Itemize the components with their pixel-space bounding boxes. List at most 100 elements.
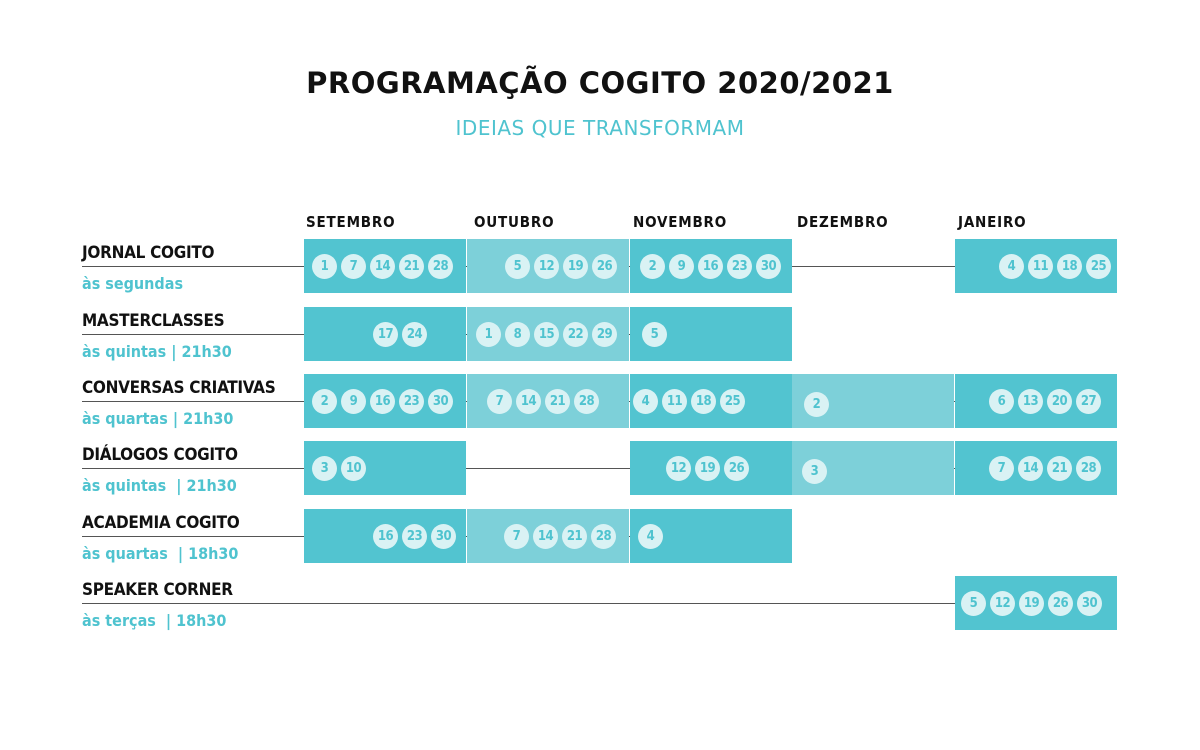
date-marker: 19 — [563, 254, 588, 279]
date-marker: 30 — [756, 254, 781, 279]
month-label-setembro: SETEMBRO — [306, 213, 396, 231]
date-marker: 19 — [1019, 591, 1044, 616]
month-label-dezembro: DEZEMBRO — [797, 213, 889, 231]
row-divider-line — [82, 603, 955, 604]
date-marker: 27 — [1076, 389, 1101, 414]
schedule-cell-dezembro: 2 — [792, 374, 954, 428]
date-marker: 7 — [341, 254, 366, 279]
schedule-cell-novembro: 4 11 18 25 — [630, 374, 792, 428]
schedule-cell-dezembro: 3 — [792, 441, 954, 495]
schedule-cell-setembro: 1 7 14 21 28 — [304, 239, 466, 293]
page-subtitle: IDEIAS QUE TRANSFORMAM — [455, 116, 745, 140]
row-title-academia-cogito: ACADEMIA COGITO — [82, 513, 240, 533]
date-marker: 3 — [312, 456, 337, 481]
date-marker: 16 — [370, 389, 395, 414]
date-marker: 12 — [666, 456, 691, 481]
row-title-conversas-criativas: CONVERSAS CRIATIVAS — [82, 378, 276, 398]
date-marker: 5 — [505, 254, 530, 279]
date-marker: 14 — [533, 524, 558, 549]
date-marker: 1 — [476, 322, 501, 347]
date-marker: 16 — [698, 254, 723, 279]
date-marker: 2 — [640, 254, 665, 279]
schedule-cell-novembro: 4 — [630, 509, 792, 563]
schedule-cell-novembro: 12 19 26 — [630, 441, 792, 495]
schedule-cell-janeiro: 4 11 18 25 — [955, 239, 1117, 293]
schedule-cell-setembro: 3 10 — [304, 441, 466, 495]
date-marker: 14 — [1018, 456, 1043, 481]
date-marker: 5 — [642, 322, 667, 347]
date-marker: 30 — [428, 389, 453, 414]
date-marker: 2 — [312, 389, 337, 414]
date-marker: 11 — [1028, 254, 1053, 279]
row-divider-line — [82, 468, 955, 469]
date-marker: 12 — [990, 591, 1015, 616]
date-marker: 4 — [638, 524, 663, 549]
row-schedule-masterclasses: às quintas | 21h30 — [82, 342, 232, 361]
date-marker: 12 — [534, 254, 559, 279]
date-marker: 17 — [373, 322, 398, 347]
date-marker: 9 — [341, 389, 366, 414]
date-marker: 18 — [691, 389, 716, 414]
date-marker: 1 — [312, 254, 337, 279]
row-title-speaker-corner: SPEAKER CORNER — [82, 580, 233, 600]
schedule-cell-setembro: 2 9 16 23 30 — [304, 374, 466, 428]
month-label-novembro: NOVEMBRO — [633, 213, 728, 231]
date-marker: 6 — [989, 389, 1014, 414]
date-marker: 28 — [574, 389, 599, 414]
date-marker: 18 — [1057, 254, 1082, 279]
date-marker: 22 — [563, 322, 588, 347]
schedule-cell-setembro: 17 24 — [304, 307, 466, 361]
month-label-janeiro: JANEIRO — [958, 213, 1027, 231]
schedule-cell-setembro: 16 23 30 — [304, 509, 466, 563]
date-marker: 26 — [592, 254, 617, 279]
date-marker: 21 — [1047, 456, 1072, 481]
date-marker: 7 — [487, 389, 512, 414]
date-marker: 28 — [1076, 456, 1101, 481]
schedule-cell-janeiro: 6 13 20 27 — [955, 374, 1117, 428]
date-marker: 10 — [341, 456, 366, 481]
schedule-cell-janeiro: 5 12 19 26 30 — [955, 576, 1117, 630]
schedule-cell-novembro: 5 — [630, 307, 792, 361]
schedule-cell-outubro: 7 14 21 28 — [467, 374, 629, 428]
schedule-cell-outubro: 7 14 21 28 — [467, 509, 629, 563]
page-title: PROGRAMAÇÃO COGITO 2020/2021 — [306, 66, 894, 100]
row-schedule-jornal-cogito: às segundas — [82, 274, 184, 293]
date-marker: 9 — [669, 254, 694, 279]
date-marker: 25 — [1086, 254, 1111, 279]
date-marker: 11 — [662, 389, 687, 414]
date-marker: 5 — [961, 591, 986, 616]
date-marker: 23 — [727, 254, 752, 279]
date-marker: 7 — [504, 524, 529, 549]
date-marker: 21 — [399, 254, 424, 279]
row-schedule-conversas-criativas: às quartas | 21h30 — [82, 409, 234, 428]
date-marker: 14 — [370, 254, 395, 279]
date-marker: 16 — [373, 524, 398, 549]
date-marker: 24 — [402, 322, 427, 347]
date-marker: 25 — [720, 389, 745, 414]
date-marker: 23 — [402, 524, 427, 549]
month-label-outubro: OUTUBRO — [474, 213, 555, 231]
row-schedule-dialogos-cogito: às quintas | 21h30 — [82, 476, 237, 495]
date-marker: 13 — [1018, 389, 1043, 414]
row-title-dialogos-cogito: DIÁLOGOS COGITO — [82, 445, 238, 465]
schedule-cell-novembro: 2 9 16 23 30 — [630, 239, 792, 293]
date-marker: 30 — [1077, 591, 1102, 616]
schedule-cell-outubro: 1 8 15 22 29 — [467, 307, 629, 361]
row-schedule-academia-cogito: às quartas | 18h30 — [82, 544, 239, 563]
date-marker: 23 — [399, 389, 424, 414]
date-marker: 7 — [989, 456, 1014, 481]
date-marker: 14 — [516, 389, 541, 414]
date-marker: 4 — [633, 389, 658, 414]
date-marker: 2 — [804, 392, 829, 417]
date-marker: 4 — [999, 254, 1024, 279]
date-marker: 28 — [591, 524, 616, 549]
date-marker: 26 — [724, 456, 749, 481]
date-marker: 19 — [695, 456, 720, 481]
date-marker: 8 — [505, 322, 530, 347]
date-marker: 28 — [428, 254, 453, 279]
date-marker: 3 — [802, 459, 827, 484]
date-marker: 15 — [534, 322, 559, 347]
row-title-masterclasses: MASTERCLASSES — [82, 311, 225, 331]
date-marker: 26 — [1048, 591, 1073, 616]
row-title-jornal-cogito: JORNAL COGITO — [82, 243, 215, 263]
